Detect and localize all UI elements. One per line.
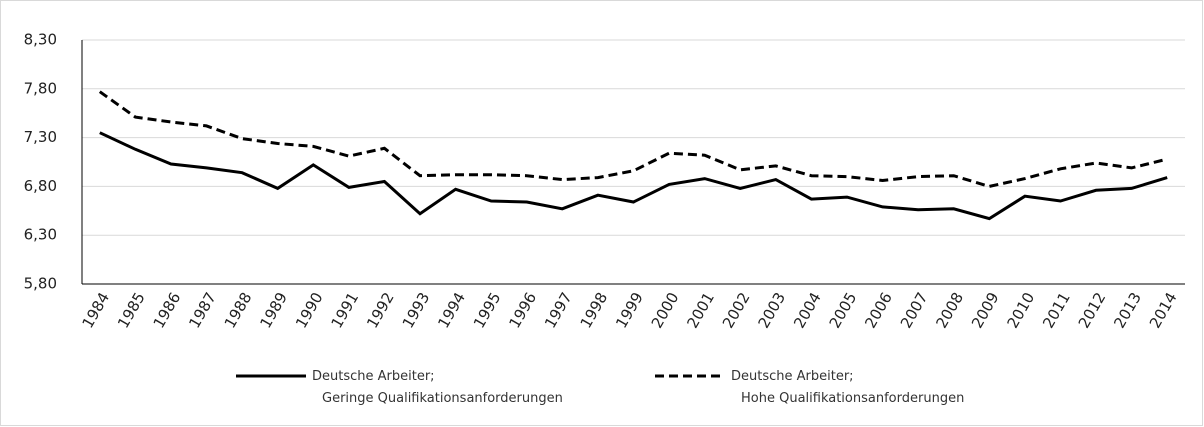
y-tick-label: 8,30 [24,31,57,49]
y-tick-label: 6,80 [24,177,57,195]
legend: Deutsche Arbeiter; Geringe Qualifikations… [236,369,964,406]
series-line [98,90,1168,188]
legend-label: Deutsche Arbeiter; Hohe Qualifikationsanf… [731,369,964,406]
series-line [99,131,1168,221]
y-tick-label: 7,80 [24,79,57,97]
legend-label: Deutsche Arbeiter; Geringe Qualifikations… [312,369,563,406]
y-tick-label: 5,80 [24,275,57,293]
y-tick-label: 6,30 [24,226,57,244]
y-tick-label: 7,30 [24,128,57,146]
